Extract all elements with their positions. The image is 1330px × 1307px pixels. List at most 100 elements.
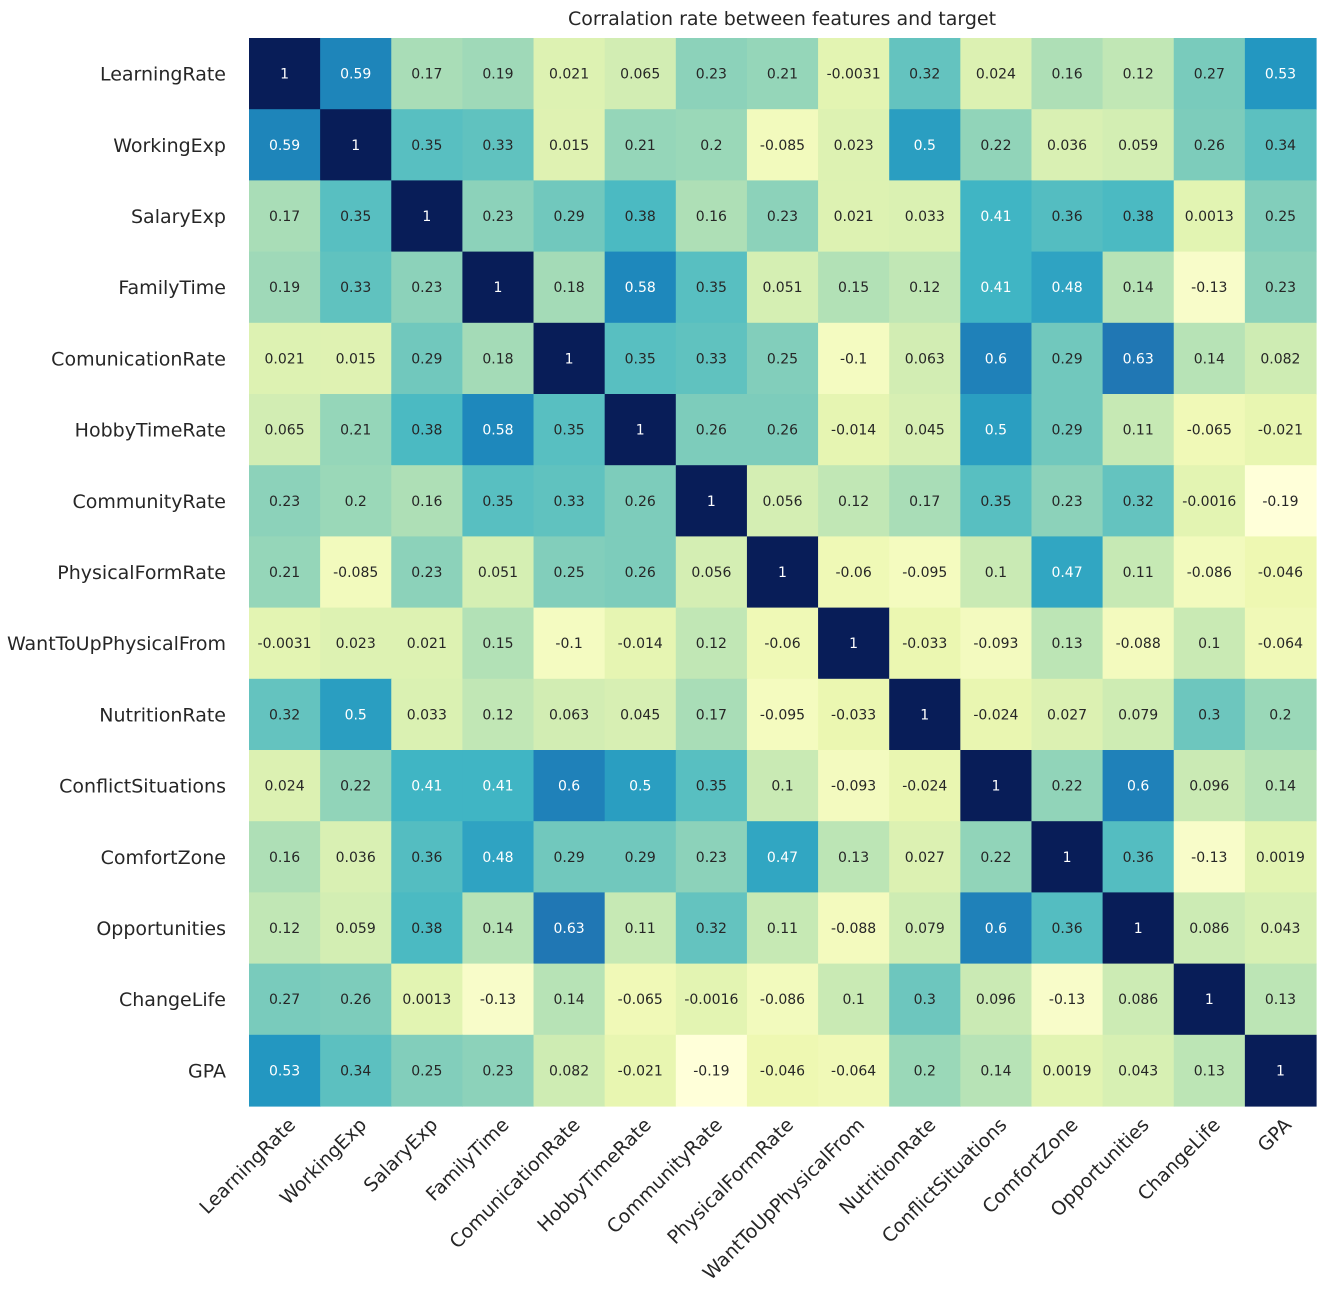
heatmap-cell [391,109,463,181]
cell-value-label: 0.6 [1127,779,1149,795]
heatmap-cell [320,821,392,893]
heatmap-cell [320,180,392,253]
heatmap-cell [462,38,535,110]
heatmap-cell [320,322,392,395]
cell-value-label: 0.11 [1123,423,1154,439]
cell-value-label: 0.58 [625,280,656,296]
cell-value-label: 1 [991,779,1000,795]
heatmap-cell [1031,963,1104,1036]
cell-value-label: -0.085 [333,565,378,581]
heatmap-cell [1031,465,1104,537]
heatmap-cell [1173,750,1246,822]
cell-value-label: 0.6 [985,921,1007,937]
cell-value-label: 0.25 [767,351,798,367]
heatmap-cell [391,963,463,1036]
heatmap-cell [1031,821,1104,893]
cell-value-label: 0.2 [700,138,722,154]
cell-value-label: 0.32 [269,707,300,723]
cell-value-label: 0.096 [976,992,1016,1008]
cell-value-label: 0.023 [336,636,376,652]
heatmap-cell [604,38,677,110]
cell-value-label: -0.0031 [258,636,312,652]
cell-value-label: 0.12 [1123,67,1154,83]
heatmap-cell [604,536,677,609]
cell-value-label: 0.29 [1051,351,1082,367]
cell-value-label: 0.056 [762,494,802,510]
heatmap-cell [533,821,606,893]
heatmap-cell [818,394,890,466]
cell-value-label: 0.17 [696,707,727,723]
heatmap-cell [1173,180,1246,253]
heatmap-cell [1173,892,1246,965]
cell-value-label: -0.033 [902,636,947,652]
cell-value-label: -0.1 [555,636,582,652]
cell-value-label: 0.15 [482,636,513,652]
heatmap-cell [1031,1034,1104,1107]
y-axis-tick-labels: LearningRate WorkingExp SalaryExp FamilyTim… [7,64,226,1083]
heatmap-cell [1031,678,1104,751]
cell-value-label: 0.36 [1123,850,1154,866]
cell-value-label: -0.095 [760,707,805,723]
heatmap-cell [604,963,677,1036]
cell-value-label: 0.23 [1051,494,1082,510]
cell-value-label: -0.0031 [827,67,881,83]
heatmap-cell [533,536,606,609]
cell-value-label: 0.14 [1194,351,1225,367]
heatmap-cell [889,892,961,965]
cell-value-label: 0.063 [549,707,589,723]
cell-value-label: 0.22 [980,850,1011,866]
heatmap-cell [1031,251,1104,324]
heatmap-cell [1102,465,1175,537]
cell-value-label: 0.065 [620,67,660,83]
heatmap-cell [746,892,819,965]
heatmap-cell [675,536,748,609]
heatmap-cell [533,1034,606,1107]
cell-value-label: 0.043 [1260,921,1300,937]
cell-value-label: 0.086 [1189,921,1229,937]
heatmap-cell [1244,251,1317,324]
cell-value-label: 0.33 [696,351,727,367]
heatmap-cell [1031,38,1104,110]
heatmap-cell [889,607,961,680]
cell-value-label: 0.12 [696,636,727,652]
heatmap-cell [391,465,463,537]
cell-value-label: 1 [849,636,858,652]
heatmap-cell [604,750,677,822]
cell-value-label: 0.35 [411,138,442,154]
heatmap-cell [249,394,321,466]
heatmap-cell [462,678,535,751]
heatmap-cell [818,1034,890,1107]
cell-value-label: -0.095 [902,565,947,581]
cell-value-label: -0.033 [831,707,876,723]
heatmap-cell [604,251,677,324]
cell-value-label: 0.41 [411,779,442,795]
cell-value-label: 0.6 [985,351,1007,367]
cell-value-label: 0.13 [1194,1063,1225,1079]
cell-value-label: 0.22 [980,138,1011,154]
heatmap-cell [533,38,606,110]
heatmap-cell [746,251,819,324]
cell-value-label: 0.015 [336,351,376,367]
cell-value-label: 0.36 [411,850,442,866]
heatmap-cell [1173,607,1246,680]
cell-value-label: 1 [351,138,360,154]
heatmap-cell [462,750,535,822]
cell-value-label: 0.13 [1051,636,1082,652]
cell-value-label: 0.1 [1198,636,1220,652]
cell-value-label: -0.13 [1191,280,1227,296]
cell-value-label: 0.19 [269,280,300,296]
heatmap-cell [391,678,463,751]
cell-value-label: 0.17 [909,494,940,510]
y-tick-label: HobbyTimeRate [75,420,226,442]
cell-value-label: -0.021 [618,1063,663,1079]
cell-value-label: 0.25 [411,1063,442,1079]
heatmap-cell [391,821,463,893]
heatmap-cell [462,607,535,680]
heatmap-cell [889,465,961,537]
cell-value-label: 0.35 [980,494,1011,510]
heatmap-cell [604,394,677,466]
cell-value-label: -0.065 [1187,423,1232,439]
heatmap-cell [960,536,1033,609]
heatmap-cell [889,536,961,609]
heatmap-cell [1173,38,1246,110]
